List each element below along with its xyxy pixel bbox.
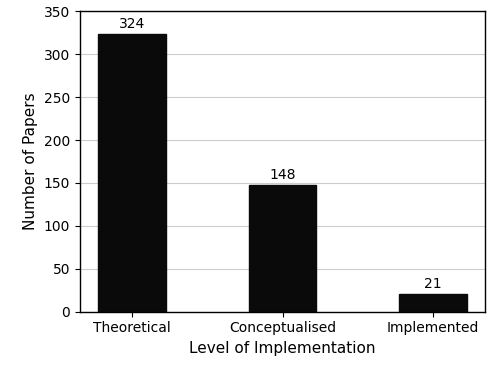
- Bar: [399, 294, 466, 312]
- X-axis label: Level of Implementation: Level of Implementation: [189, 341, 376, 356]
- Bar: [98, 34, 166, 312]
- Text: 148: 148: [269, 168, 296, 182]
- Bar: [248, 185, 316, 312]
- Text: 324: 324: [119, 17, 146, 31]
- Y-axis label: Number of Papers: Number of Papers: [24, 93, 38, 230]
- Text: 21: 21: [424, 277, 442, 291]
